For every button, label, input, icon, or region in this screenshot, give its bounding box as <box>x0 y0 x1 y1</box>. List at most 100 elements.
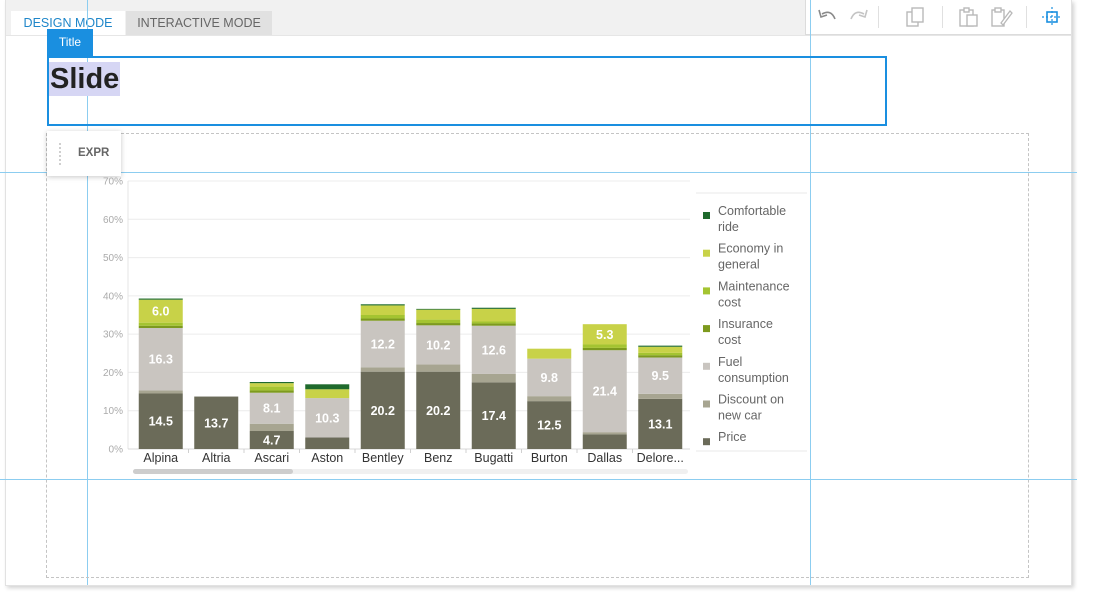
bar-segment[interactable] <box>138 322 183 326</box>
bar-segment[interactable] <box>527 358 572 397</box>
bar-segment[interactable] <box>582 347 627 351</box>
bar-segment[interactable] <box>249 383 294 387</box>
bar-segment[interactable] <box>471 373 516 383</box>
bar-segment[interactable] <box>360 315 405 319</box>
data-label: 16.3 <box>149 353 173 367</box>
x-tick-label: Ascari <box>254 451 289 465</box>
y-tick-label: 50% <box>103 253 123 264</box>
data-label: 12.6 <box>482 343 506 357</box>
bar-segment[interactable] <box>305 389 350 399</box>
toolbar-separator <box>1026 6 1027 28</box>
bar-segment[interactable] <box>638 352 683 356</box>
bar-segment[interactable] <box>638 355 683 358</box>
guide-line-horizontal <box>0 172 1077 173</box>
data-label: 4.7 <box>263 434 280 448</box>
bar-segment[interactable] <box>249 386 294 391</box>
bar-segment[interactable] <box>138 299 183 323</box>
bar-segment[interactable] <box>305 437 350 449</box>
bar-segment[interactable] <box>582 350 627 433</box>
y-tick-label: 0% <box>109 445 124 456</box>
bar-segment[interactable] <box>360 304 405 306</box>
bar-segment[interactable] <box>360 305 405 315</box>
bar-segment[interactable] <box>360 367 405 372</box>
bar-segment[interactable] <box>471 321 516 324</box>
legend-item[interactable]: Insurance cost <box>718 317 773 347</box>
legend-item[interactable]: Maintenance cost <box>718 279 790 309</box>
expr-handle[interactable]: EXPR <box>47 131 121 176</box>
bar-segment[interactable] <box>138 298 183 300</box>
scrollbar-thumb[interactable] <box>133 469 293 474</box>
bar-segment[interactable] <box>471 307 516 309</box>
chart-element[interactable] <box>46 133 1029 578</box>
legend-item[interactable]: Comfortable ride <box>718 204 786 234</box>
slide-editor-frame: DESIGN MODE INTERACTIVE MODE <box>5 0 1072 586</box>
bar-segment[interactable] <box>527 396 572 402</box>
redo-icon[interactable] <box>846 6 870 28</box>
bar-segment[interactable] <box>305 384 350 390</box>
legend-item[interactable]: Fuel consumption <box>718 355 789 385</box>
bar-segment[interactable] <box>416 325 461 365</box>
bar-segment[interactable] <box>138 393 183 449</box>
bar-segment[interactable] <box>249 431 294 449</box>
legend-swatch <box>703 325 710 333</box>
bar-segment[interactable] <box>638 346 683 353</box>
tab-interactive-mode[interactable]: INTERACTIVE MODE <box>126 11 272 35</box>
bar-segment[interactable] <box>249 390 294 393</box>
bar-segment[interactable] <box>249 382 294 384</box>
bar-segment[interactable] <box>638 357 683 394</box>
slide-title[interactable]: Slide <box>49 62 121 96</box>
toolbar-separator <box>942 6 943 28</box>
title-element[interactable]: Slide <box>47 56 887 126</box>
title-element-tag[interactable]: Title <box>47 29 93 56</box>
bar-segment[interactable] <box>138 325 183 329</box>
bar-segment[interactable] <box>360 320 405 368</box>
data-label: 20.2 <box>371 404 395 418</box>
bar-segment[interactable] <box>582 324 627 345</box>
x-tick-label: Dallas <box>587 451 622 465</box>
bar-segment[interactable] <box>471 382 516 449</box>
data-label: 10.2 <box>426 338 450 352</box>
guide-line-vertical <box>810 0 811 585</box>
bar-segment[interactable] <box>138 328 183 391</box>
legend-item[interactable]: Economy in general <box>718 242 783 272</box>
legend-item[interactable]: Discount on new car <box>718 393 784 423</box>
bar-segment[interactable] <box>527 348 572 359</box>
undo-icon[interactable] <box>816 6 840 28</box>
bar-segment[interactable] <box>416 323 461 326</box>
copy-icon[interactable] <box>903 6 927 28</box>
bar-segment[interactable] <box>305 398 350 438</box>
bar-segment[interactable] <box>582 434 627 449</box>
bar-segment[interactable] <box>416 309 461 320</box>
bar-segment[interactable] <box>416 319 461 324</box>
bar-segment[interactable] <box>360 371 405 449</box>
bar-segment[interactable] <box>638 345 683 347</box>
bar-segment[interactable] <box>416 364 461 372</box>
data-label: 8.1 <box>263 402 280 416</box>
snap-guides-icon[interactable] <box>1040 6 1064 28</box>
x-tick-label: Aston <box>311 451 343 465</box>
y-tick-label: 40% <box>103 291 123 302</box>
data-label: 12.5 <box>537 419 561 433</box>
paste-icon[interactable] <box>957 6 981 28</box>
bar-segment[interactable] <box>249 423 294 432</box>
bar-segment[interactable] <box>582 344 627 348</box>
bar-segment[interactable] <box>638 398 683 449</box>
bar-segment[interactable] <box>582 432 627 435</box>
bar-segment[interactable] <box>638 393 683 399</box>
bar-segment[interactable] <box>416 308 461 310</box>
bar-segment[interactable] <box>471 325 516 374</box>
legend-item[interactable]: Price <box>718 430 747 444</box>
bar-segment[interactable] <box>471 308 516 322</box>
bar-segment[interactable] <box>249 392 294 424</box>
bar-segment[interactable] <box>360 318 405 321</box>
bar-segment[interactable] <box>527 401 572 449</box>
bar-segment[interactable] <box>416 371 461 449</box>
guide-line-horizontal <box>0 479 1077 480</box>
bar-segment[interactable] <box>194 396 239 449</box>
legend-swatch <box>703 287 710 295</box>
drag-handle-icon[interactable] <box>59 143 64 165</box>
paste-format-icon[interactable] <box>989 6 1013 28</box>
bar-segment[interactable] <box>138 390 183 394</box>
bar-segment[interactable] <box>471 323 516 326</box>
